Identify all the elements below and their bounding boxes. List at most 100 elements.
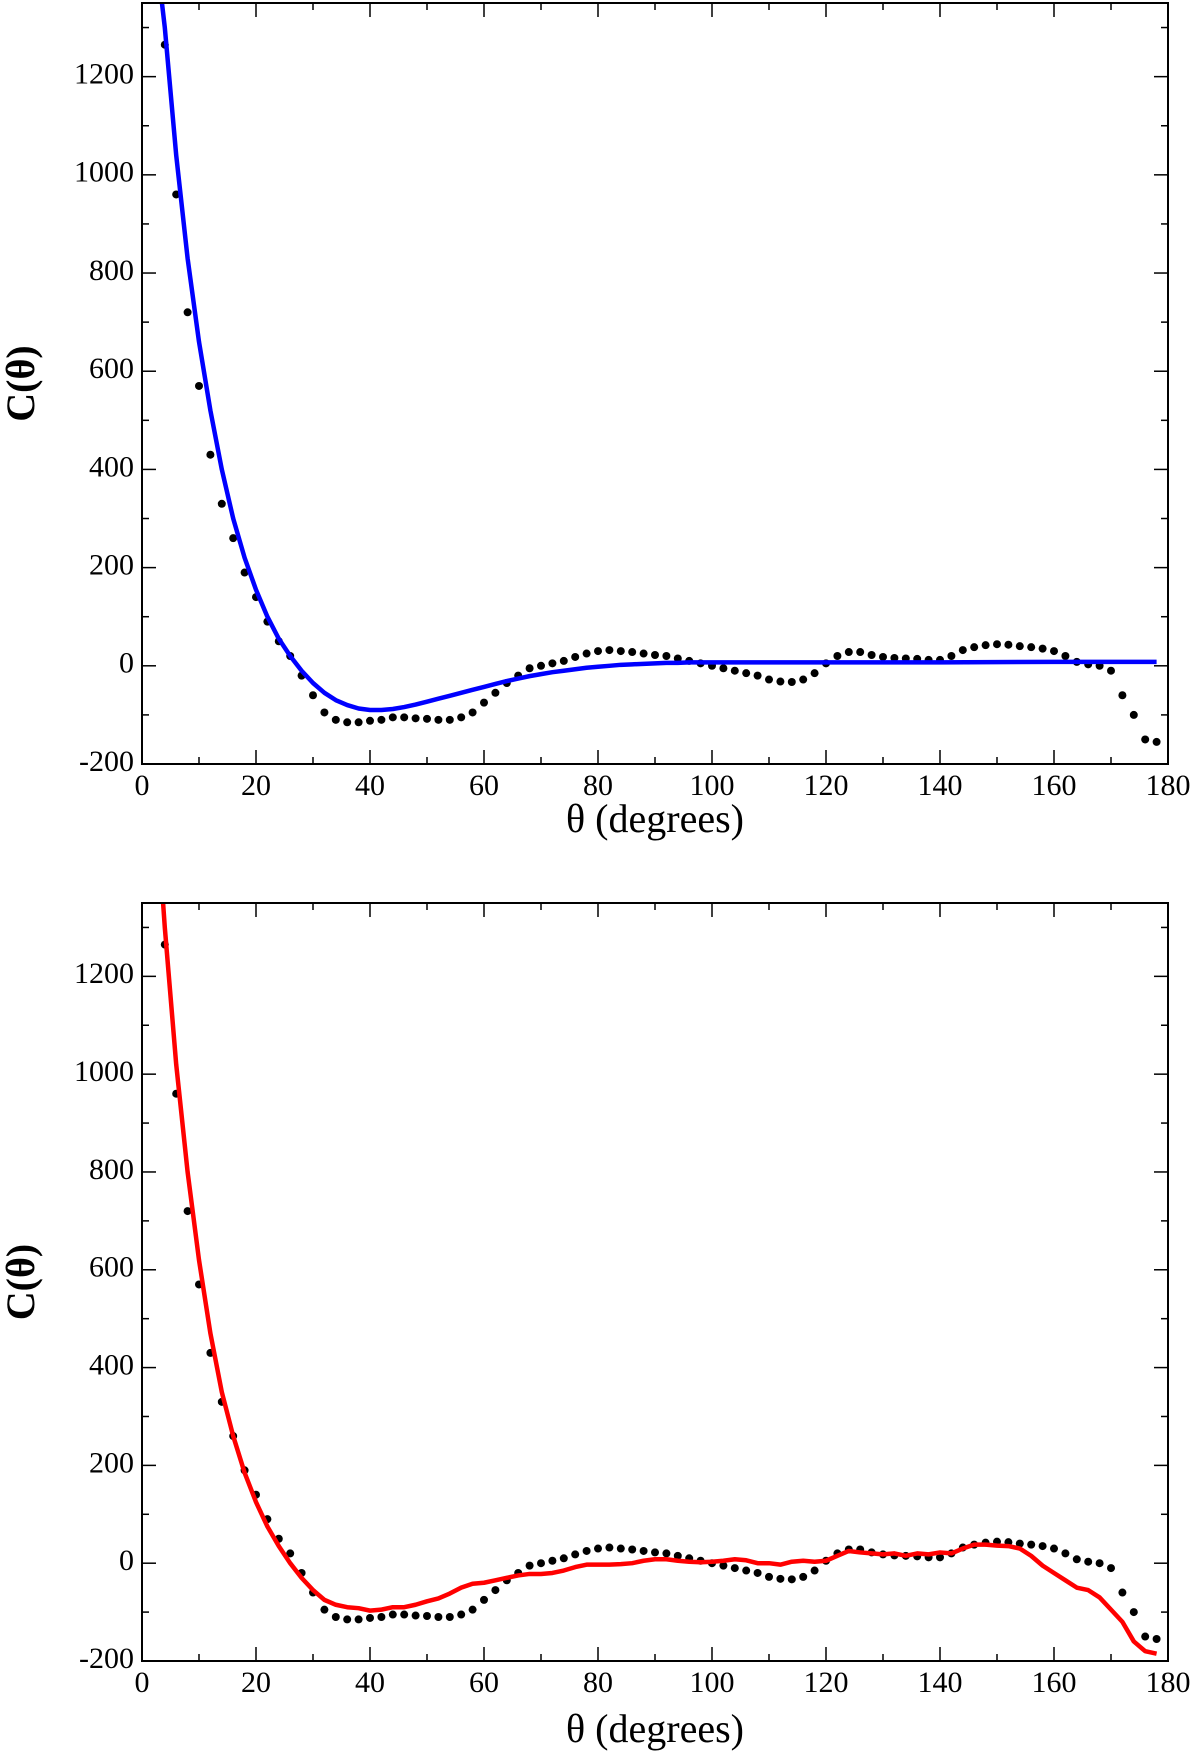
data-point: [480, 698, 488, 707]
x-tick-label: 20: [241, 1666, 271, 1699]
data-point: [1107, 666, 1115, 675]
data-point: [1050, 1544, 1058, 1553]
data-point: [537, 661, 545, 670]
chart: 0 20 40 60 80 100 120 140 160 180-200020040060080…: [0, 902, 1191, 1751]
data-point: [183, 308, 192, 317]
data-point: [320, 708, 329, 717]
data-point: [753, 671, 762, 680]
data-point: [1027, 1540, 1036, 1549]
data-point: [844, 648, 853, 657]
data-point: [742, 669, 751, 678]
data-point: [1118, 1588, 1127, 1597]
data-point: [354, 1615, 363, 1624]
data-point: [411, 1611, 420, 1620]
y-tick-label: 400: [89, 1348, 134, 1381]
data-point: [491, 1586, 500, 1595]
y-tick-label: 200: [89, 549, 134, 582]
data-point: [559, 1554, 568, 1563]
data-point: [1061, 1549, 1070, 1558]
data-point: [286, 1549, 295, 1558]
data-point: [810, 669, 819, 678]
y-tick-label: -200: [79, 1642, 134, 1675]
data-point: [1072, 1555, 1081, 1564]
data-point: [400, 1610, 409, 1619]
data-point: [787, 678, 796, 687]
data-point: [183, 1207, 192, 1216]
data-point: [1061, 651, 1070, 660]
y-tick-label: 600: [89, 1251, 134, 1284]
data-point: [1141, 1632, 1150, 1641]
data-point: [970, 643, 979, 652]
x-tick-label: 0: [135, 769, 150, 802]
data-point: [594, 647, 602, 656]
data-point: [537, 1559, 545, 1568]
data-point: [730, 1564, 739, 1573]
data-point: [651, 651, 659, 660]
data-point: [331, 1612, 340, 1621]
x-tick-label: 160: [1032, 769, 1077, 802]
data-point: [423, 1612, 431, 1621]
x-tick-label: 140: [918, 769, 963, 802]
x-tick-label: 0: [135, 1666, 150, 1699]
data-point: [867, 651, 876, 660]
y-tick-label: 800: [89, 1153, 134, 1186]
data-point: [206, 450, 215, 459]
data-point: [947, 651, 956, 660]
chart: 0 20 40 60 80 100 120 140 160 180-200020040060080…: [0, 2, 1191, 841]
data-point: [434, 715, 443, 724]
y-tick-label: 1200: [74, 58, 134, 91]
x-axis-label: θ (degrees): [566, 796, 744, 841]
data-point: [1129, 1608, 1138, 1617]
data-point: [856, 648, 865, 657]
x-tick-label: 60: [469, 769, 499, 802]
data-point: [388, 713, 397, 722]
data-point: [229, 534, 238, 543]
data-point: [787, 1575, 796, 1584]
data-point: [491, 688, 500, 697]
data-point: [1015, 642, 1024, 651]
data-point: [1015, 1539, 1024, 1548]
x-tick-label: 160: [1032, 1666, 1077, 1699]
data-point: [730, 666, 739, 675]
data-point: [354, 718, 363, 727]
data-point: [468, 708, 477, 717]
data-point: [594, 1544, 602, 1553]
x-tick-label: 20: [241, 769, 271, 802]
data-point: [388, 1610, 397, 1619]
data-point: [639, 1546, 648, 1555]
data-point: [457, 1610, 466, 1619]
data-point: [366, 716, 374, 725]
data-point: [1038, 1542, 1047, 1551]
data-point: [1141, 735, 1150, 744]
data-point: [1027, 643, 1036, 652]
data-point: [571, 652, 580, 661]
data-point: [628, 1545, 637, 1554]
data-point: [377, 715, 386, 724]
data-point: [445, 715, 454, 724]
data-point: [605, 1543, 614, 1552]
y-tick-label: 200: [89, 1446, 134, 1479]
y-axis-label: C(θ): [0, 345, 43, 421]
x-tick-label: 80: [583, 1666, 613, 1699]
data-point: [662, 651, 671, 660]
y-axis-label: C(θ): [0, 1244, 43, 1320]
x-tick-label: 120: [804, 769, 849, 802]
data-point: [457, 713, 466, 722]
data-point: [1107, 1564, 1115, 1573]
data-point: [616, 647, 625, 656]
data-point: [1095, 1559, 1104, 1568]
data-point: [753, 1568, 762, 1577]
x-tick-label: 120: [804, 1666, 849, 1699]
data-point: [377, 1612, 386, 1621]
x-tick-label: 80: [583, 769, 613, 802]
x-tick-label: 140: [918, 1666, 963, 1699]
data-point: [400, 713, 409, 722]
data-point: [879, 652, 887, 661]
data-point: [776, 677, 785, 686]
data-point: [1152, 737, 1161, 746]
data-point: [468, 1605, 477, 1614]
data-point: [673, 1551, 682, 1560]
data-point: [525, 1561, 534, 1570]
data-point: [639, 649, 648, 658]
